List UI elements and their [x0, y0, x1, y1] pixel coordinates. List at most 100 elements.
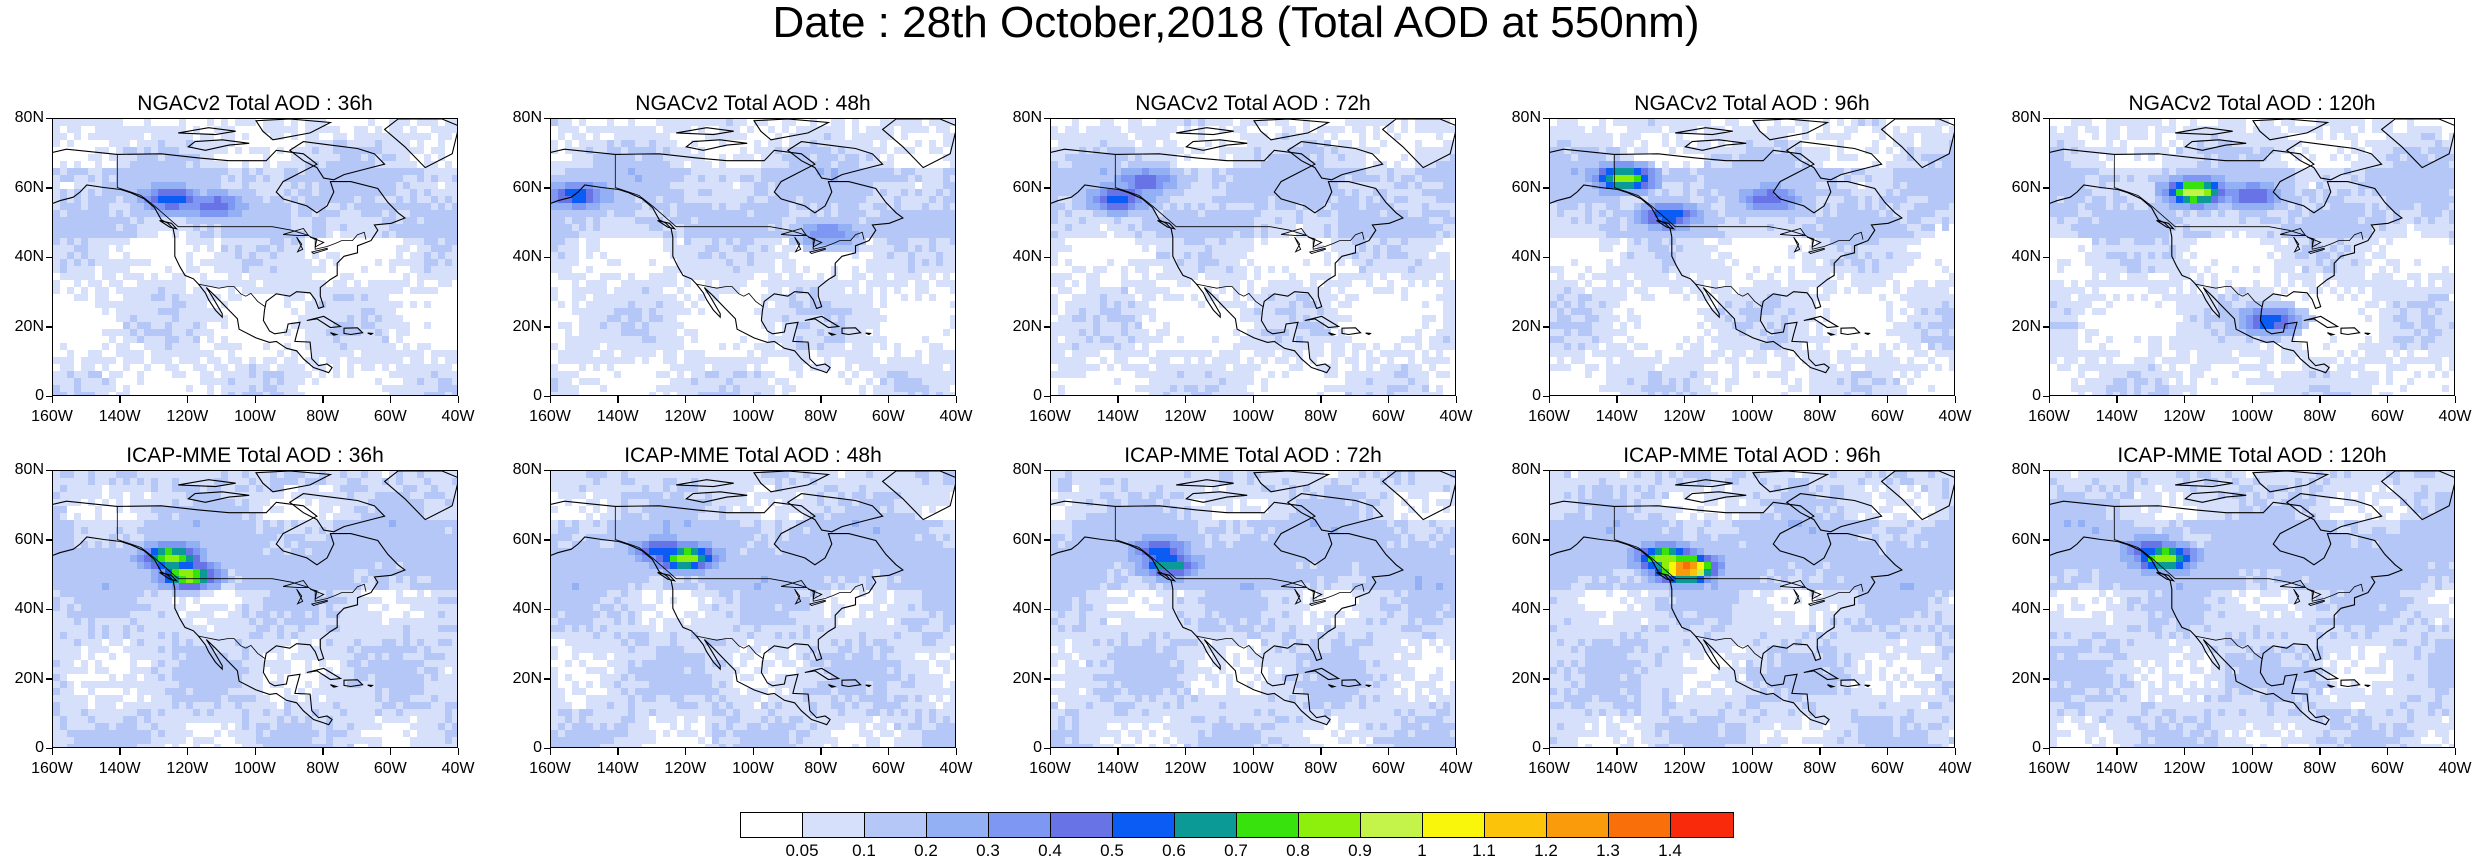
- aod-cell: [109, 231, 117, 239]
- aod-cell: [74, 364, 82, 372]
- aod-cell: [1373, 119, 1381, 127]
- aod-cell: [109, 280, 117, 288]
- aod-cell: [866, 371, 874, 379]
- aod-cell: [165, 315, 173, 323]
- aod-cell: [943, 343, 951, 351]
- aod-cell: [284, 203, 292, 211]
- aod-cell: [277, 126, 285, 134]
- aod-cell: [838, 238, 846, 246]
- aod-cell: [284, 301, 292, 309]
- aod-cell: [277, 168, 285, 176]
- aod-cell: [929, 238, 937, 246]
- aod-cell: [270, 126, 278, 134]
- aod-cell: [193, 119, 201, 127]
- aod-cell: [663, 336, 671, 344]
- aod-cell: [207, 336, 215, 344]
- aod-cell: [53, 308, 61, 316]
- aod-cell: [158, 336, 166, 344]
- lon-tick-label: 160W: [22, 408, 82, 426]
- aod-cell: [340, 343, 348, 351]
- aod-cell: [950, 350, 955, 358]
- aod-cell: [866, 280, 874, 288]
- aod-cell: [901, 357, 909, 365]
- aod-cell: [221, 385, 229, 393]
- aod-cell: [361, 364, 369, 372]
- aod-cell: [607, 378, 615, 386]
- aod-cell: [74, 392, 82, 395]
- aod-cell: [880, 364, 888, 372]
- aod-cell: [410, 392, 418, 395]
- aod-cell: [1359, 126, 1367, 134]
- aod-cell: [298, 315, 306, 323]
- aod-cell: [1436, 133, 1444, 141]
- aod-cell: [579, 301, 587, 309]
- aod-cell: [1289, 133, 1297, 141]
- aod-cell: [859, 287, 867, 295]
- aod-cell: [663, 196, 671, 204]
- aod-cell: [186, 357, 194, 365]
- aod-cell: [817, 343, 825, 351]
- aod-cell: [754, 238, 762, 246]
- aod-cell: [586, 147, 594, 155]
- aod-cell: [305, 287, 313, 295]
- aod-cell: [1121, 133, 1129, 141]
- aod-cell: [901, 245, 909, 253]
- aod-cell: [747, 259, 755, 267]
- aod-cell: [305, 371, 313, 379]
- aod-cell: [670, 287, 678, 295]
- aod-cell: [186, 231, 194, 239]
- aod-cell: [782, 301, 790, 309]
- aod-cell: [438, 378, 446, 386]
- aod-cell: [579, 371, 587, 379]
- aod-cell: [312, 259, 320, 267]
- aod-cell: [943, 196, 951, 204]
- aod-cell: [628, 350, 636, 358]
- aod-cell: [368, 378, 376, 386]
- aod-cell: [677, 266, 685, 274]
- aod-cell: [656, 287, 664, 295]
- aod-cell: [144, 154, 152, 162]
- aod-cell: [452, 210, 457, 218]
- aod-cell: [726, 280, 734, 288]
- aod-cell: [1149, 140, 1157, 148]
- aod-cell: [1296, 126, 1304, 134]
- aod-cell: [249, 147, 257, 155]
- aod-cell: [628, 231, 636, 239]
- aod-cell: [558, 350, 566, 358]
- aod-cell: [109, 126, 117, 134]
- aod-cell: [95, 217, 103, 225]
- aod-cell: [186, 196, 194, 204]
- aod-cell: [284, 378, 292, 386]
- aod-cell: [824, 154, 832, 162]
- aod-cell: [193, 273, 201, 281]
- aod-cell: [88, 259, 96, 267]
- aod-cell: [852, 119, 860, 127]
- aod-cell: [207, 196, 215, 204]
- aod-cell: [53, 196, 61, 204]
- aod-cell: [740, 357, 748, 365]
- aod-cell: [424, 343, 432, 351]
- aod-cell: [894, 168, 902, 176]
- aod-cell: [116, 350, 124, 358]
- lon-tick-label: 60W: [360, 408, 420, 426]
- aod-cell: [887, 357, 895, 365]
- aod-cell: [242, 238, 250, 246]
- aod-cell: [256, 378, 264, 386]
- aod-cell: [144, 308, 152, 316]
- aod-cell: [1184, 119, 1192, 127]
- aod-cell: [593, 126, 601, 134]
- aod-cell: [347, 357, 355, 365]
- aod-cell: [768, 140, 776, 148]
- aod-cell: [256, 259, 264, 267]
- aod-cell: [333, 224, 341, 232]
- aod-cell: [88, 210, 96, 218]
- aod-cell: [817, 315, 825, 323]
- aod-cell: [859, 357, 867, 365]
- aod-cell: [593, 287, 601, 295]
- aod-cell: [1226, 126, 1234, 134]
- aod-cell: [887, 182, 895, 190]
- aod-cell: [922, 350, 930, 358]
- aod-cell: [677, 259, 685, 267]
- aod-cell: [663, 224, 671, 232]
- aod-cell: [789, 217, 797, 225]
